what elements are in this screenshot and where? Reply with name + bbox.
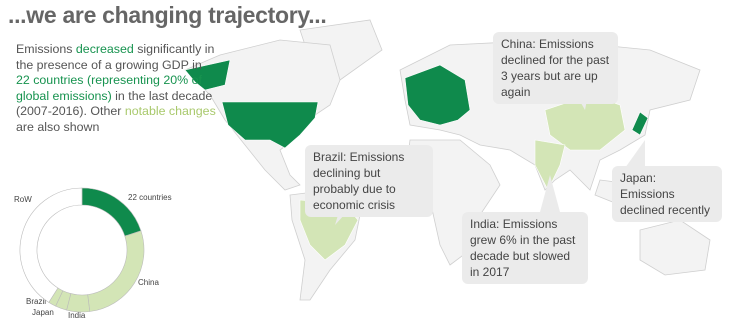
segment-label: Brazil: [26, 297, 46, 306]
segment-label: RoW: [14, 195, 32, 204]
donut-segment: [87, 230, 145, 312]
donut-chart: 22 countries China India Japan Brazil RoW: [14, 187, 172, 320]
text: significantly in the presence of a growi…: [16, 42, 215, 72]
title: ...we are changing trajectory...: [8, 2, 327, 28]
callout: India: Emissions grew 6% in the past dec…: [462, 212, 588, 284]
segment-label: Japan: [32, 308, 54, 317]
callout: Japan: Emissions declined recently: [612, 166, 722, 222]
segment-label: China: [138, 278, 159, 287]
highlight: notable changes: [124, 104, 216, 118]
callout: China: Emissions declined for the past 3…: [493, 32, 618, 104]
text: Emissions: [16, 42, 76, 56]
intro-text: Emissions decreased significantly in the…: [16, 42, 216, 135]
highlight: decreased: [75, 42, 134, 56]
donut-segment: [19, 187, 83, 303]
text: in the last decade (2007-2016). Other: [16, 88, 213, 119]
text: are also shown: [16, 119, 100, 134]
segment-label: India: [68, 311, 86, 320]
segment-label: 22 countries: [128, 193, 172, 202]
highlight: 22 countries (representing 20% of global…: [16, 73, 202, 103]
callout: Brazil: Emissions declining but probably…: [305, 145, 433, 217]
